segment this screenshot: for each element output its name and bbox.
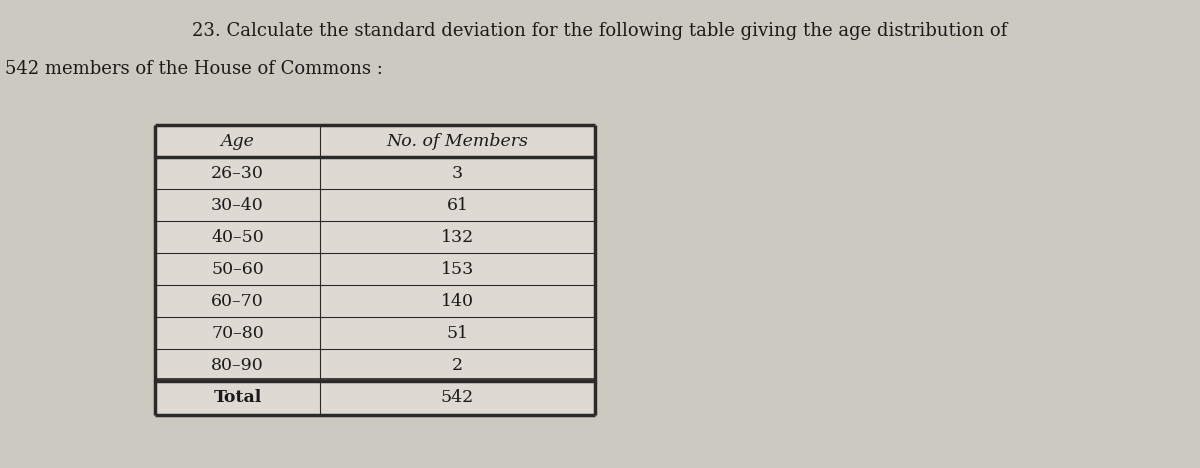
- Text: 153: 153: [440, 261, 474, 278]
- Text: 542 members of the House of Commons :: 542 members of the House of Commons :: [5, 60, 383, 78]
- Text: 70–80: 70–80: [211, 324, 264, 342]
- Text: 61: 61: [446, 197, 468, 213]
- Text: 23. Calculate the standard deviation for the following table giving the age dist: 23. Calculate the standard deviation for…: [192, 22, 1008, 40]
- Text: 51: 51: [446, 324, 468, 342]
- Bar: [155, 125, 595, 415]
- Text: 26–30: 26–30: [211, 164, 264, 182]
- Text: No. of Members: No. of Members: [386, 132, 528, 149]
- Text: 60–70: 60–70: [211, 292, 264, 309]
- Text: 40–50: 40–50: [211, 228, 264, 246]
- Text: 2: 2: [452, 357, 463, 373]
- Text: 80–90: 80–90: [211, 357, 264, 373]
- Text: 140: 140: [442, 292, 474, 309]
- Text: 50–60: 50–60: [211, 261, 264, 278]
- Text: Total: Total: [214, 389, 262, 407]
- Text: 3: 3: [452, 164, 463, 182]
- Text: 30–40: 30–40: [211, 197, 264, 213]
- Text: 132: 132: [440, 228, 474, 246]
- Text: 542: 542: [440, 389, 474, 407]
- Text: Age: Age: [221, 132, 254, 149]
